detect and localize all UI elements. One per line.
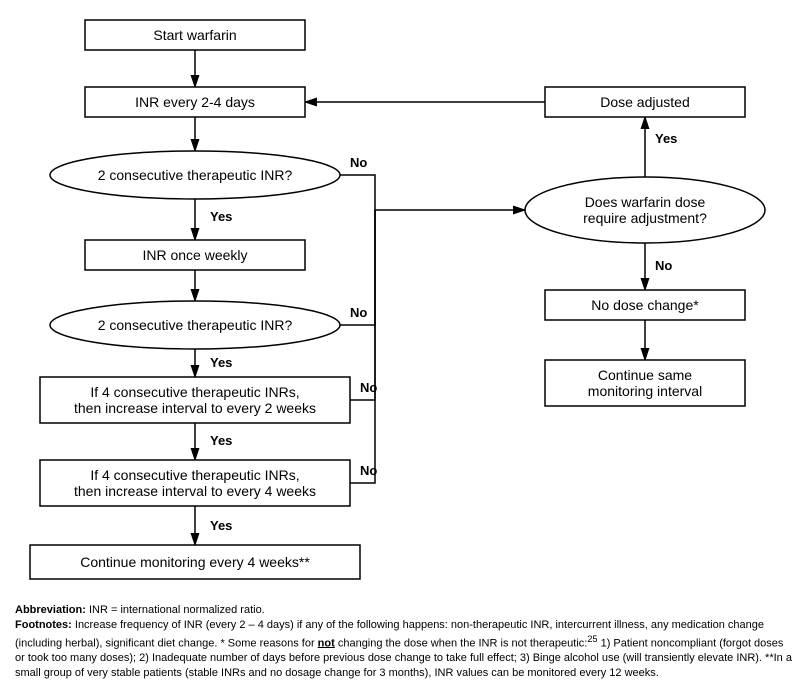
footnote-sup: 25 [587,634,597,644]
edge-label-e8: No [350,155,367,170]
edge-label-e3: Yes [210,209,232,224]
node-text-q_adj-0: Does warfarin dose [585,194,706,210]
footnote-label: Footnotes: [15,619,72,631]
abbreviation-label: Abbreviation: [15,604,86,616]
node-text-cont4w-0: Continue monitoring every 4 weeks** [80,554,310,570]
footnote-body: Footnotes: Increase frequency of INR (ev… [15,618,795,681]
edge-e11 [350,210,375,483]
edge-e8 [340,175,525,210]
edge-label-e6: Yes [210,433,232,448]
footnote-text-b: changing the dose when the INR is not th… [335,637,588,649]
node-text-q1-0: 2 consecutive therapeutic INR? [98,167,293,183]
abbreviation-text: INR = international normalized ratio. [86,604,265,616]
edge-label-e11: No [360,463,377,478]
footnote-not: not [318,637,335,649]
node-text-dose_adj-0: Dose adjusted [600,94,690,110]
edge-label-e7: Yes [210,518,232,533]
node-text-inr24-0: INR every 2-4 days [135,94,255,110]
edge-label-e14: No [655,258,672,273]
node-text-cont_same-0: Continue same [598,367,692,383]
node-text-q2-0: 2 consecutive therapeutic INR? [98,317,293,333]
node-text-start-0: Start warfarin [153,27,236,43]
edge-label-e12: Yes [655,131,677,146]
footnotes-block: Abbreviation: INR = international normal… [15,603,795,681]
node-text-cont_same-1: monitoring interval [588,383,702,399]
flowchart: YesYesYesYesNoNoNoNoYesNoStart warfarinI… [15,15,795,595]
node-text-step2w-1: then increase interval to every 2 weeks [74,400,316,416]
node-text-no_change-0: No dose change* [591,297,699,313]
abbreviation-line: Abbreviation: INR = international normal… [15,603,795,618]
node-text-q_adj-1: require adjustment? [583,210,707,226]
node-text-weekly-0: INR once weekly [142,247,247,263]
node-text-step2w-0: If 4 consecutive therapeutic INRs, [90,384,299,400]
edge-label-e9: No [350,305,367,320]
edge-label-e5: Yes [210,355,232,370]
node-text-step4w-1: then increase interval to every 4 weeks [74,483,316,499]
node-text-step4w-0: If 4 consecutive therapeutic INRs, [90,467,299,483]
